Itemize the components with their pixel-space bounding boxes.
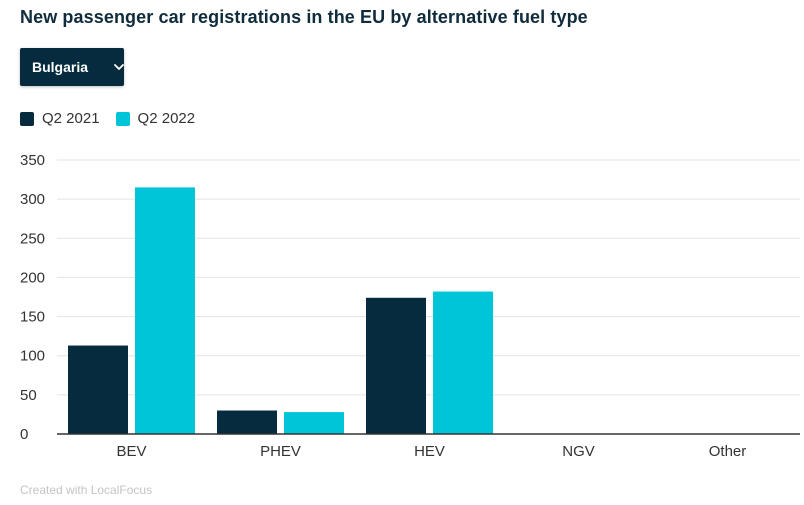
- y-tick-label: 0: [20, 426, 28, 443]
- legend-label: Q2 2021: [42, 110, 100, 127]
- y-tick-label: 150: [20, 309, 45, 326]
- bar: [284, 412, 344, 434]
- y-tick-label: 350: [20, 152, 45, 169]
- bar: [366, 297, 426, 434]
- x-tick-label: HEV: [414, 443, 445, 460]
- y-tick-label: 100: [20, 348, 45, 365]
- footer-credit: Created with LocalFocus: [20, 483, 153, 497]
- legend-swatch: [20, 111, 34, 126]
- x-tick-label: NGV: [562, 443, 595, 460]
- y-tick-label: 200: [20, 269, 45, 286]
- legend-item-q2-2021[interactable]: Q2 2021: [20, 110, 100, 127]
- legend-label: Q2 2022: [137, 110, 196, 127]
- legend: Q2 2021 Q2 2022: [20, 110, 211, 127]
- country-dropdown[interactable]: Bulgaria: [20, 48, 124, 86]
- legend-item-q2-2022[interactable]: Q2 2022: [115, 110, 196, 127]
- y-tick-label: 250: [20, 230, 45, 247]
- x-tick-label: BEV: [116, 443, 146, 460]
- y-tick-label: 50: [20, 387, 37, 404]
- bar-chart: 0 50 100 150 200 250 300 350 BEV PHEV HEV NGV Other: [20, 152, 800, 460]
- country-dropdown-label: Bulgaria: [32, 59, 89, 75]
- chevron-down-icon: [114, 64, 124, 70]
- x-tick-label: PHEV: [260, 443, 301, 460]
- x-tick-label: Other: [709, 443, 747, 460]
- y-tick-label: 300: [20, 191, 45, 208]
- chart-title: New passenger car registrations in the E…: [20, 7, 588, 27]
- legend-swatch: [115, 111, 130, 126]
- bar: [217, 410, 277, 434]
- bar: [68, 345, 128, 434]
- bar: [433, 291, 493, 434]
- bar: [135, 187, 195, 434]
